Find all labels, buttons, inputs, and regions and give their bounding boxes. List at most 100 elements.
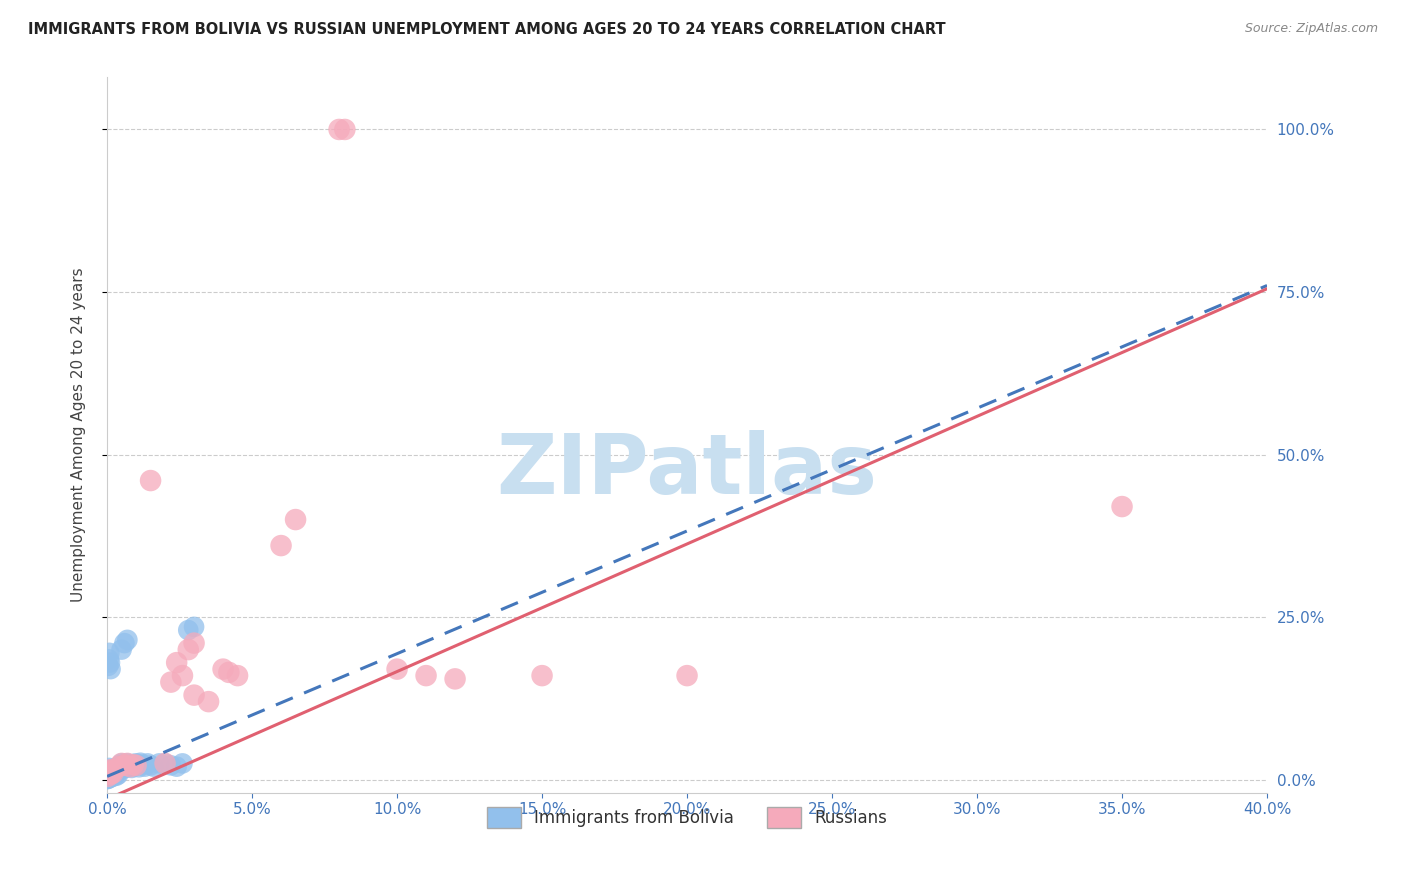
Point bbox=[105, 765, 128, 780]
Point bbox=[97, 652, 120, 666]
Point bbox=[124, 759, 146, 773]
Point bbox=[183, 620, 205, 634]
Point bbox=[104, 768, 127, 782]
Point bbox=[121, 761, 143, 775]
Text: ZIPatlas: ZIPatlas bbox=[496, 430, 877, 511]
Point bbox=[110, 760, 132, 774]
Legend: Immigrants from Bolivia, Russians: Immigrants from Bolivia, Russians bbox=[481, 801, 893, 834]
Point bbox=[100, 770, 122, 784]
Point bbox=[107, 767, 129, 781]
Point bbox=[166, 759, 188, 773]
Point bbox=[98, 656, 121, 670]
Point bbox=[103, 764, 125, 778]
Point bbox=[101, 766, 124, 780]
Point bbox=[166, 656, 188, 670]
Point bbox=[97, 771, 120, 785]
Point bbox=[101, 763, 124, 777]
Point bbox=[107, 759, 129, 773]
Point bbox=[125, 756, 148, 771]
Point bbox=[172, 668, 194, 682]
Point bbox=[153, 756, 176, 771]
Point bbox=[122, 757, 145, 772]
Point bbox=[197, 695, 219, 709]
Point bbox=[676, 668, 699, 682]
Point bbox=[117, 632, 139, 647]
Point bbox=[101, 766, 124, 780]
Point bbox=[117, 756, 139, 771]
Point bbox=[183, 636, 205, 650]
Point bbox=[139, 758, 162, 772]
Point bbox=[96, 772, 118, 786]
Point bbox=[284, 512, 307, 526]
Point bbox=[183, 688, 205, 702]
Point bbox=[97, 771, 120, 785]
Point bbox=[328, 122, 350, 136]
Point bbox=[97, 769, 120, 783]
Point bbox=[160, 675, 183, 690]
Point bbox=[110, 756, 132, 771]
Point bbox=[101, 763, 124, 777]
Point bbox=[125, 758, 148, 772]
Text: Source: ZipAtlas.com: Source: ZipAtlas.com bbox=[1244, 22, 1378, 36]
Point bbox=[415, 668, 437, 682]
Point bbox=[97, 772, 120, 786]
Point bbox=[98, 771, 121, 785]
Point bbox=[112, 762, 135, 776]
Point bbox=[110, 642, 132, 657]
Point bbox=[148, 756, 170, 771]
Point bbox=[97, 766, 120, 780]
Point bbox=[177, 623, 200, 637]
Point bbox=[128, 760, 150, 774]
Point bbox=[218, 665, 240, 680]
Point bbox=[120, 759, 142, 773]
Point bbox=[98, 763, 121, 777]
Point bbox=[98, 761, 121, 775]
Point bbox=[104, 766, 127, 780]
Point bbox=[97, 658, 120, 673]
Point bbox=[100, 764, 122, 779]
Point bbox=[101, 765, 124, 780]
Point bbox=[131, 757, 153, 772]
Point bbox=[107, 759, 129, 773]
Point bbox=[114, 757, 136, 772]
Point bbox=[111, 759, 134, 773]
Point bbox=[142, 759, 165, 773]
Point bbox=[100, 662, 122, 676]
Point bbox=[114, 758, 136, 772]
Point bbox=[100, 764, 122, 779]
Point bbox=[97, 770, 120, 784]
Point bbox=[98, 770, 121, 784]
Point bbox=[103, 766, 125, 780]
Point bbox=[100, 769, 122, 783]
Point bbox=[444, 672, 467, 686]
Point bbox=[98, 764, 121, 779]
Point bbox=[153, 756, 176, 771]
Point bbox=[118, 758, 141, 772]
Point bbox=[134, 759, 156, 773]
Point bbox=[108, 761, 131, 775]
Point bbox=[172, 756, 194, 771]
Text: IMMIGRANTS FROM BOLIVIA VS RUSSIAN UNEMPLOYMENT AMONG AGES 20 TO 24 YEARS CORREL: IMMIGRANTS FROM BOLIVIA VS RUSSIAN UNEMP… bbox=[28, 22, 946, 37]
Point bbox=[100, 767, 122, 781]
Point bbox=[105, 763, 128, 777]
Point bbox=[97, 764, 120, 779]
Point bbox=[531, 668, 554, 682]
Point bbox=[385, 662, 408, 676]
Point bbox=[122, 757, 145, 772]
Point bbox=[98, 646, 121, 660]
Point bbox=[97, 769, 120, 783]
Point bbox=[120, 759, 142, 773]
Point bbox=[100, 768, 122, 782]
Point bbox=[333, 122, 356, 136]
Point bbox=[97, 769, 120, 783]
Point bbox=[104, 764, 127, 779]
Point bbox=[114, 636, 136, 650]
Point bbox=[100, 767, 122, 781]
Point bbox=[100, 766, 122, 780]
Point bbox=[103, 769, 125, 783]
Point bbox=[97, 767, 120, 781]
Point bbox=[115, 760, 138, 774]
Point bbox=[97, 772, 120, 786]
Point bbox=[97, 771, 120, 785]
Point bbox=[110, 756, 132, 771]
